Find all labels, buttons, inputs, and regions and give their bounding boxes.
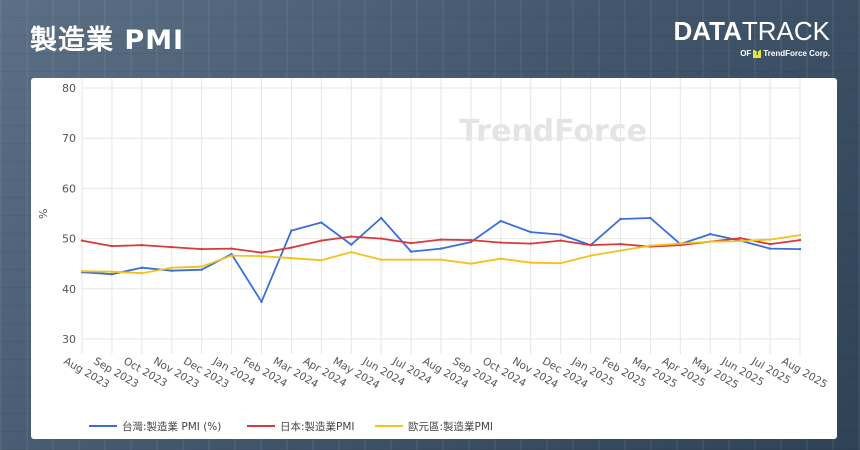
- data-point-eurozone[interactable]: [709, 240, 712, 243]
- brand-logo: DATATRACK OF T TrendForce Corp.: [674, 16, 830, 58]
- y-tick-label: 30: [62, 333, 76, 346]
- data-point-eurozone[interactable]: [170, 266, 173, 269]
- brand-name: DATATRACK: [674, 16, 830, 46]
- data-point-taiwan[interactable]: [439, 247, 443, 250]
- data-point-eurozone[interactable]: [350, 250, 353, 254]
- data-point-japan[interactable]: [350, 235, 353, 238]
- data-point-taiwan[interactable]: [768, 247, 772, 250]
- data-point-japan[interactable]: [768, 242, 772, 246]
- data-point-taiwan[interactable]: [350, 243, 353, 246]
- legend: 台灣:製造業 PMI (%) 日本:製造業PMI 歐元區:製造業PMI: [89, 420, 493, 433]
- data-point-taiwan[interactable]: [469, 240, 473, 244]
- data-point-eurozone[interactable]: [290, 256, 293, 260]
- data-point-eurozone[interactable]: [619, 249, 622, 252]
- data-point-japan[interactable]: [200, 247, 203, 251]
- data-point-japan[interactable]: [499, 241, 503, 244]
- data-point-taiwan[interactable]: [110, 273, 114, 276]
- data-point-japan[interactable]: [559, 239, 562, 242]
- data-point-japan[interactable]: [469, 238, 473, 242]
- data-point-taiwan[interactable]: [200, 268, 203, 271]
- series-layer: [80, 216, 802, 304]
- data-point-japan[interactable]: [379, 237, 383, 240]
- data-point-japan[interactable]: [230, 247, 233, 250]
- data-point-taiwan[interactable]: [379, 216, 383, 220]
- data-point-eurozone[interactable]: [379, 258, 383, 261]
- data-point-taiwan[interactable]: [709, 232, 712, 236]
- data-point-eurozone[interactable]: [260, 254, 263, 258]
- data-point-taiwan[interactable]: [499, 219, 503, 223]
- data-point-eurozone[interactable]: [798, 233, 802, 237]
- grid-layer: [81, 78, 801, 354]
- data-point-eurozone[interactable]: [110, 270, 114, 273]
- data-point-eurozone[interactable]: [529, 261, 532, 264]
- data-point-taiwan[interactable]: [798, 247, 802, 251]
- data-point-eurozone[interactable]: [469, 262, 473, 265]
- brand-subtitle: OF T TrendForce Corp.: [674, 49, 830, 58]
- data-point-japan[interactable]: [140, 243, 144, 247]
- legend-label-eurozone[interactable]: 歐元區:製造業PMI: [408, 420, 493, 433]
- brand-name-thin: TRACK: [741, 16, 830, 46]
- y-tick-label: 40: [62, 283, 76, 296]
- data-point-eurozone[interactable]: [559, 261, 562, 265]
- data-point-eurozone[interactable]: [140, 272, 144, 275]
- data-point-taiwan[interactable]: [140, 266, 144, 269]
- data-point-japan[interactable]: [589, 243, 592, 247]
- page-title: 製造業 PMI: [30, 25, 185, 56]
- data-point-eurozone[interactable]: [679, 242, 682, 245]
- data-point-eurozone[interactable]: [200, 265, 203, 268]
- data-point-japan[interactable]: [619, 242, 622, 246]
- data-point-eurozone[interactable]: [499, 257, 503, 260]
- watermark-text: TrendForce: [459, 114, 647, 149]
- data-point-eurozone[interactable]: [439, 258, 443, 261]
- y-axis-label: %: [37, 209, 50, 219]
- data-point-eurozone[interactable]: [320, 258, 323, 262]
- chart-panel: TrendForce % 30 40 50 60 70 80 Aug 2023 Sep 202…: [31, 78, 837, 439]
- data-point-taiwan[interactable]: [619, 217, 622, 221]
- y-tick-label: 60: [62, 182, 76, 195]
- data-point-japan[interactable]: [110, 244, 114, 248]
- data-point-taiwan[interactable]: [170, 269, 173, 272]
- data-point-japan[interactable]: [260, 251, 263, 254]
- data-point-japan[interactable]: [738, 236, 742, 240]
- data-point-taiwan[interactable]: [649, 216, 652, 220]
- brand-sub-prefix: OF: [740, 49, 752, 58]
- data-point-japan[interactable]: [290, 246, 293, 249]
- trendforce-mark-icon: T: [753, 49, 762, 58]
- data-point-taiwan[interactable]: [290, 229, 293, 232]
- data-point-eurozone[interactable]: [409, 258, 413, 261]
- data-point-taiwan[interactable]: [320, 221, 323, 224]
- data-point-eurozone[interactable]: [230, 254, 233, 257]
- data-point-eurozone[interactable]: [768, 238, 772, 241]
- data-point-eurozone[interactable]: [649, 244, 652, 247]
- data-point-japan[interactable]: [170, 245, 173, 249]
- y-tick-label: 50: [62, 233, 76, 246]
- data-point-japan[interactable]: [439, 238, 443, 241]
- data-point-japan[interactable]: [798, 238, 802, 242]
- legend-label-japan[interactable]: 日本:製造業PMI: [280, 420, 355, 433]
- y-tick-label: 80: [62, 82, 76, 95]
- y-tick-label: 70: [62, 132, 76, 145]
- data-point-taiwan[interactable]: [559, 233, 562, 236]
- brand-sub-company: TrendForce Corp.: [763, 49, 830, 58]
- data-point-japan[interactable]: [409, 241, 413, 245]
- data-point-eurozone[interactable]: [589, 254, 592, 257]
- data-point-taiwan[interactable]: [409, 250, 413, 253]
- data-point-eurozone[interactable]: [80, 270, 84, 273]
- data-point-taiwan[interactable]: [529, 230, 532, 234]
- data-point-japan[interactable]: [529, 242, 532, 245]
- data-point-japan[interactable]: [80, 239, 84, 242]
- data-point-japan[interactable]: [320, 239, 323, 242]
- data-point-eurozone[interactable]: [738, 239, 742, 243]
- legend-label-taiwan[interactable]: 台灣:製造業 PMI (%): [122, 420, 221, 433]
- data-point-taiwan[interactable]: [260, 300, 263, 304]
- brand-name-bold: DATA: [673, 16, 742, 46]
